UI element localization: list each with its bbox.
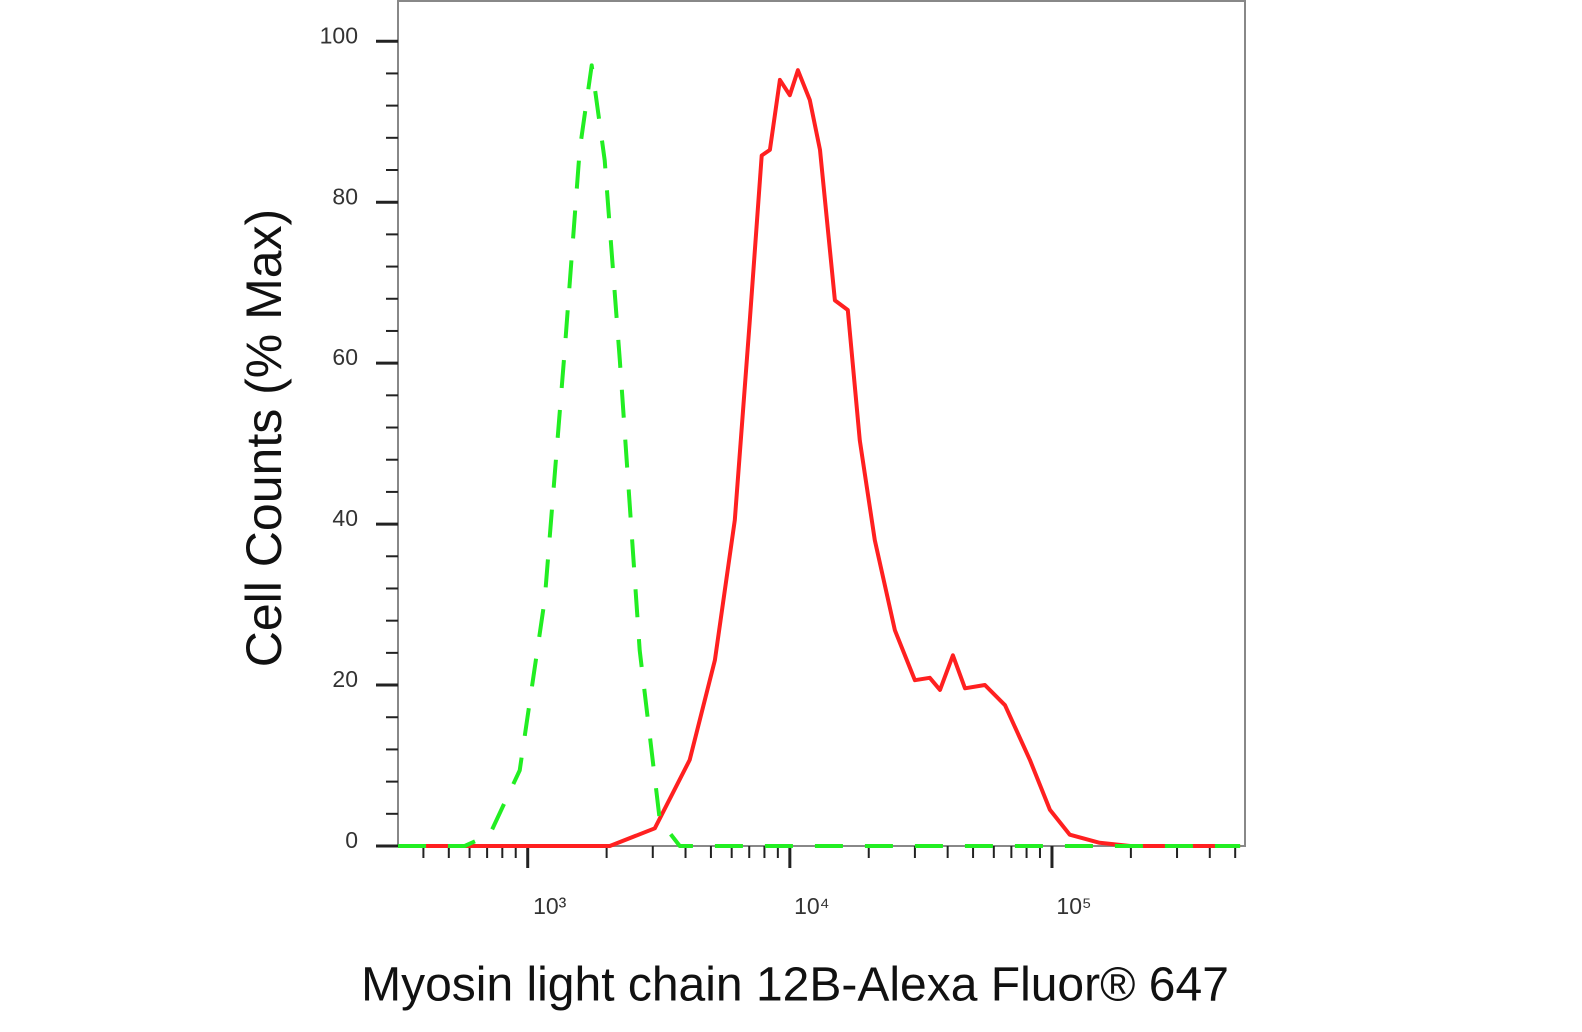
plot-frame	[397, 0, 1246, 847]
y-tick-label: 100	[320, 22, 358, 48]
x-tick-label: 10⁴	[794, 893, 829, 919]
y-tick-label: 20	[332, 666, 358, 692]
y-axis-label: Cell Counts (% Max)	[236, 209, 292, 667]
x-tick-label: 10³	[533, 893, 567, 919]
y-tick-label: 60	[332, 344, 358, 370]
series-line	[398, 68, 1241, 848]
y-tick-label: 40	[332, 505, 358, 531]
x-axis-label: Myosin light chain 12B-Alexa Fluor® 647	[361, 959, 1229, 1012]
series-line	[398, 63, 1241, 848]
y-tick-label: 0	[345, 827, 358, 853]
y-tick-label: 80	[332, 183, 358, 209]
x-tick-label: 10⁵	[1056, 893, 1091, 919]
